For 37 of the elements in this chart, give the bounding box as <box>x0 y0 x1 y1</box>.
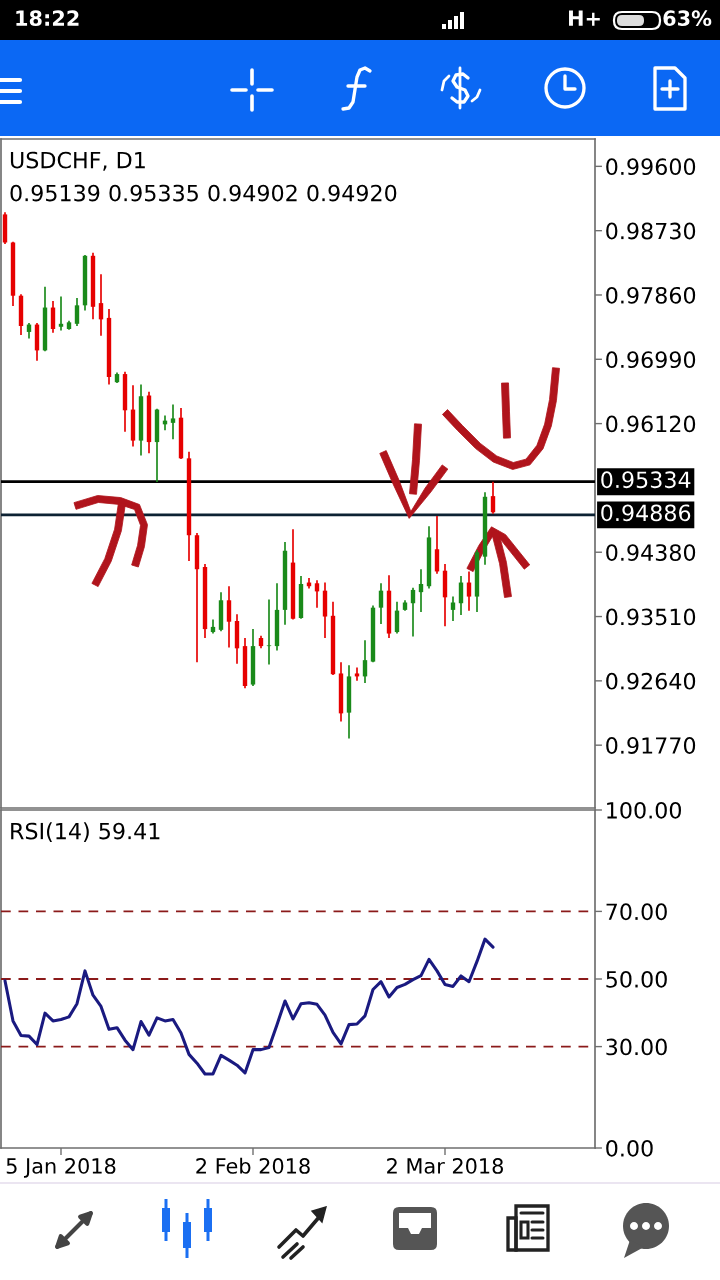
candlestick <box>490 480 496 515</box>
y-tick-label: 50.00 <box>606 970 667 988</box>
y-tick-label: 0.92640 <box>606 672 696 690</box>
x-tick-label: 2 Mar 2018 <box>387 1158 503 1174</box>
y-tick-label: 0.91770 <box>606 737 696 754</box>
y-tick-label: 0.98730 <box>606 222 696 240</box>
candlestick <box>378 582 384 625</box>
candlestick <box>74 297 80 327</box>
x-tick-label: 5 Jan 2018 <box>6 1158 116 1178</box>
x-tick-label: 2 Feb 2018 <box>196 1157 310 1174</box>
text: H+ <box>569 10 600 26</box>
y-tick-label: 70.00 <box>606 903 667 921</box>
chart-title: RSI(14) 59.41 <box>11 822 160 843</box>
candlestick <box>170 403 176 440</box>
candlestick <box>266 598 272 666</box>
candlestick <box>466 570 472 612</box>
y-tick-label: 0.99600 <box>606 158 696 176</box>
candlestick <box>58 295 64 332</box>
y-tick-label: 0.97860 <box>606 286 696 304</box>
chart-title: USDCHF, D1 <box>10 151 145 171</box>
candlestick <box>354 666 360 682</box>
text: 0.95139 0.95335 0.94902 0.94920 <box>10 184 397 202</box>
y-tick-label: 0.94380 <box>606 544 696 561</box>
y-tick-label: 30.00 <box>606 1038 667 1056</box>
y-tick-label: 0.96120 <box>606 415 696 433</box>
candlestick <box>226 585 232 649</box>
candlestick <box>434 515 440 575</box>
ref-line-label: 0.94886 <box>601 504 691 522</box>
text: 63% <box>663 10 712 27</box>
line-series <box>3 937 495 1076</box>
y-tick-label: 100.00 <box>607 801 681 819</box>
ref-line-label: 0.95334 <box>601 471 691 489</box>
text: 18:22 <box>16 10 79 27</box>
y-tick-label: 0.96990 <box>606 351 696 369</box>
candlestick <box>450 595 456 622</box>
y-tick-label: 0.93510 <box>606 608 696 626</box>
y-tick-label: 0.00 <box>606 1139 653 1157</box>
